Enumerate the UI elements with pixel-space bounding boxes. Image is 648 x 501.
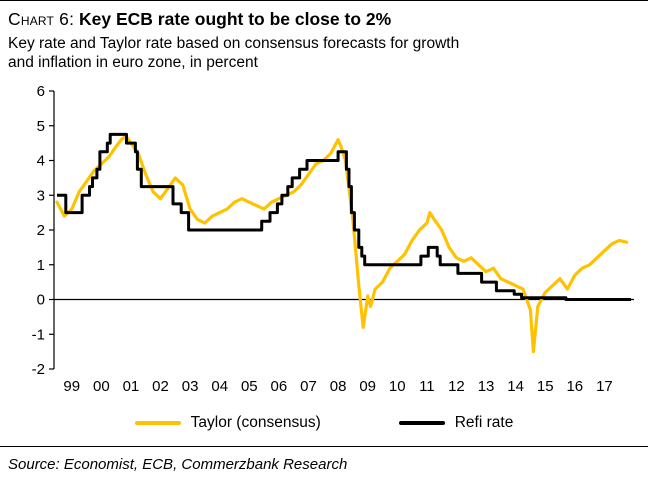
- legend-label-taylor: Taylor (consensus): [190, 414, 321, 432]
- page-title: Chart 6: Key ECB rate ought to be close …: [8, 8, 638, 32]
- svg-text:06: 06: [271, 378, 288, 395]
- chart-title: Key ECB rate ought to be close to 2%: [79, 9, 392, 29]
- svg-text:99: 99: [63, 378, 80, 395]
- svg-text:15: 15: [537, 378, 554, 395]
- svg-text:3: 3: [37, 188, 45, 205]
- svg-text:17: 17: [596, 378, 613, 395]
- chart-number-label: Chart 6:: [8, 9, 75, 29]
- taylor-line-swatch: [134, 421, 181, 426]
- svg-text:07: 07: [300, 378, 317, 395]
- footer-divider: [0, 446, 648, 448]
- svg-text:11: 11: [419, 378, 435, 395]
- chart-subtitle-line2: and inflation in euro zone, in percent: [8, 54, 258, 72]
- svg-text:00: 00: [93, 378, 110, 395]
- svg-text:01: 01: [123, 378, 140, 395]
- chart-header: Chart 6: Key ECB rate ought to be close …: [0, 1, 648, 73]
- svg-text:1: 1: [37, 257, 45, 274]
- svg-text:10: 10: [389, 378, 406, 395]
- legend-label-refi: Refi rate: [454, 414, 514, 432]
- legend-item-refi: Refi rate: [398, 414, 514, 432]
- svg-text:12: 12: [448, 378, 465, 395]
- svg-text:-2: -2: [32, 361, 45, 378]
- svg-text:03: 03: [182, 378, 199, 395]
- svg-text:04: 04: [211, 378, 228, 395]
- chart-area: -2 -1 0 1 2 3 4 5 6 99 00 01 02 03 04 05 06 07 08 09 10 11 12 1…: [0, 79, 648, 404]
- chart-legend: Taylor (consensus) Refi rate: [0, 414, 648, 432]
- refi-line-swatch: [398, 421, 445, 426]
- chart-subtitle-line1: Key rate and Taylor rate based on consen…: [8, 34, 460, 52]
- source-text: Source: Economist, ECB, Commerzbank Rese…: [8, 456, 348, 474]
- svg-text:16: 16: [566, 378, 583, 395]
- svg-text:0: 0: [37, 292, 45, 309]
- svg-text:09: 09: [359, 378, 376, 395]
- svg-text:-1: -1: [32, 327, 45, 344]
- svg-text:13: 13: [478, 378, 495, 395]
- svg-text:02: 02: [152, 378, 169, 395]
- top-divider: [0, 0, 648, 1]
- svg-text:5: 5: [37, 118, 45, 135]
- svg-text:2: 2: [37, 222, 45, 239]
- svg-text:05: 05: [241, 378, 258, 395]
- chart-subtitle: Key rate and Taylor rate based on consen…: [8, 34, 638, 74]
- svg-text:6: 6: [37, 83, 45, 100]
- svg-text:14: 14: [507, 378, 524, 395]
- svg-text:4: 4: [37, 153, 45, 170]
- svg-text:08: 08: [330, 378, 347, 395]
- legend-item-taylor: Taylor (consensus): [134, 414, 321, 432]
